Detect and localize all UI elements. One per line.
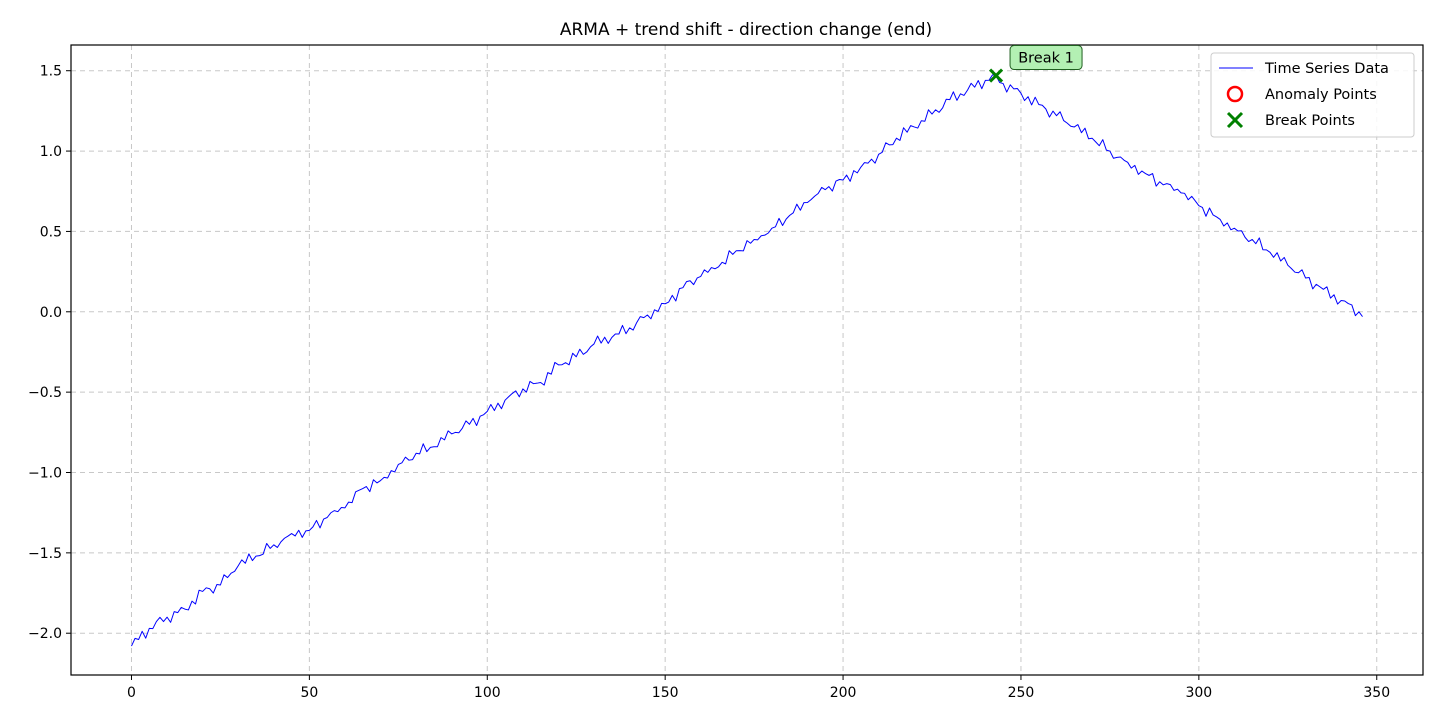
x-tick-label: 0 — [127, 685, 136, 701]
y-tick-label: −1.0 — [28, 466, 62, 482]
chart-title: ARMA + trend shift - direction change (e… — [560, 20, 932, 40]
y-tick-label: 0.5 — [40, 224, 62, 240]
legend-label: Break Points — [1265, 113, 1355, 129]
series-layer — [131, 68, 1363, 647]
break-annotation-label: Break 1 — [1018, 51, 1074, 67]
break-point-stroke — [988, 68, 1004, 83]
legend-entry: Break Points — [1226, 111, 1355, 129]
legend-box — [1210, 52, 1415, 138]
grid — [71, 45, 1423, 675]
x-tick-label: 50 — [300, 685, 318, 701]
x-tick-label: 250 — [1008, 685, 1035, 701]
break-annotation-box — [1009, 45, 1083, 71]
legend-label: Anomaly Points — [1265, 87, 1377, 103]
legend-entry: Anomaly Points — [1226, 85, 1377, 103]
legend-swatch-x — [1226, 111, 1244, 129]
legend-entry: Time Series Data — [1219, 61, 1389, 77]
y-tick-label: 1.5 — [40, 64, 62, 80]
x-axis: 0 50 100 150 200 250 300 350 — [127, 675, 1390, 701]
y-axis: −2.0 −1.5 −1.0 −0.5 0.0 0.5 1.0 1.5 — [28, 64, 71, 642]
break-point-marker — [988, 68, 1004, 83]
plot-area-frame — [70, 44, 1424, 676]
series-line-time-series-data — [131, 74, 1363, 647]
x-tick-label: 300 — [1185, 685, 1212, 701]
x-tick-label: 150 — [652, 685, 679, 701]
legend-label: Time Series Data — [1264, 61, 1389, 77]
y-tick-label: −0.5 — [28, 385, 62, 401]
x-tick-label: 200 — [830, 685, 857, 701]
break-annotation: Break 1 — [1009, 45, 1083, 71]
legend-swatch-circle — [1226, 85, 1244, 103]
annotations: Break 1 — [1009, 45, 1083, 71]
x-tick-label: 350 — [1363, 685, 1390, 701]
y-tick-label: 0.0 — [40, 305, 62, 321]
y-tick-label: 1.0 — [40, 144, 62, 160]
legend: Time Series Data Anomaly Points Break Poin… — [1210, 52, 1415, 138]
y-tick-label: −1.5 — [28, 546, 62, 562]
y-tick-label: −2.0 — [28, 626, 62, 642]
x-tick-label: 100 — [474, 685, 501, 701]
